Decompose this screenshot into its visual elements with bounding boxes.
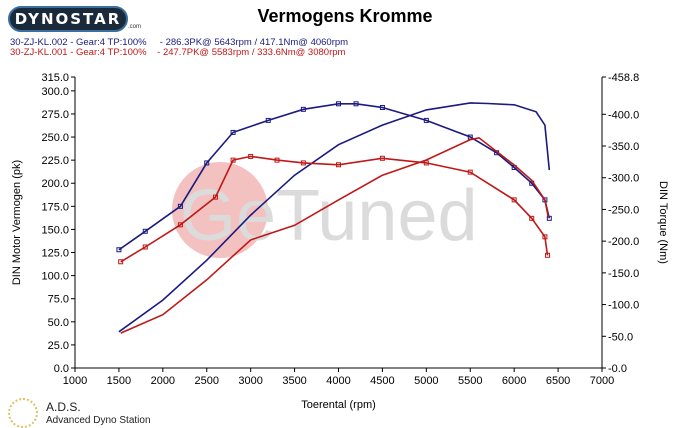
- y-tick-label: 275.0: [41, 109, 69, 121]
- data-point: [300, 106, 306, 112]
- chart-title: Vermogens Kromme: [257, 6, 433, 26]
- legend-run-summary: - 286.3PK@ 5643rpm / 417.1Nm@ 4060rpm: [159, 37, 349, 48]
- series-line-1: [118, 102, 551, 333]
- x-tick-label: 1500: [107, 375, 131, 387]
- x-axis-label: Toerental (rpm): [301, 399, 376, 411]
- y-tick-label: 315.0: [41, 72, 69, 84]
- data-point: [379, 155, 385, 161]
- legend-run-summary: - 247.7PK@ 5583rpm / 333.6Nm@ 3080rpm: [157, 47, 346, 58]
- y2-tick-label: -400.0: [608, 109, 639, 121]
- series-line-2: [120, 155, 549, 263]
- y-tick-label: 150.0: [41, 224, 69, 236]
- data-point: [177, 203, 183, 209]
- series-line-3: [120, 136, 550, 334]
- x-tick-label: 4000: [326, 375, 350, 387]
- data-point: [230, 157, 236, 163]
- y2-tick-label: -0.0: [608, 363, 627, 375]
- y-tick-label: 50.0: [48, 317, 69, 329]
- series-line-0: [118, 103, 551, 251]
- legend-run-2: 30-ZJ-KL.002 - Gear:4 TP:100% - 286.3PK@…: [10, 37, 348, 48]
- x-tick-label: 2500: [195, 375, 219, 387]
- x-tick-label: 6500: [546, 375, 570, 387]
- y-tick-label: 25.0: [48, 340, 69, 352]
- y2-tick-label: -458.8: [608, 72, 639, 84]
- x-tick-label: 5500: [458, 375, 482, 387]
- data-point: [265, 117, 271, 123]
- y2-tick-label: -300.0: [608, 173, 639, 185]
- footer-title: A.D.S.: [46, 400, 81, 414]
- y-tick-label: 0.0: [54, 363, 69, 375]
- data-point: [511, 197, 517, 203]
- data-point: [423, 160, 429, 166]
- data-point: [353, 101, 359, 107]
- x-tick-label: 5000: [414, 375, 438, 387]
- y-tick-label: 125.0: [41, 248, 69, 260]
- legend-run-label: 30-ZJ-KL.001 - Gear:4 TP:100%: [10, 47, 147, 58]
- x-tick-label: 6000: [502, 375, 526, 387]
- data-point: [379, 104, 385, 110]
- data-point: [529, 215, 535, 221]
- data-point: [142, 244, 148, 250]
- data-point: [546, 215, 552, 221]
- data-point: [423, 117, 429, 123]
- data-point: [213, 194, 219, 200]
- watermark-text: GeTuned: [180, 176, 478, 256]
- y-tick-label: 250.0: [41, 132, 69, 144]
- data-point: [204, 160, 210, 166]
- data-point: [542, 234, 548, 240]
- y2-tick-label: -100.0: [608, 300, 639, 312]
- x-tick-label: 4500: [370, 375, 394, 387]
- x-tick-label: 7000: [590, 375, 614, 387]
- y-tick-label: 75.0: [48, 294, 69, 306]
- y-axis-label: DIN Motor Vermogen (pk): [11, 160, 23, 285]
- x-tick-label: 1000: [63, 375, 87, 387]
- data-point: [545, 252, 551, 258]
- data-point: [336, 162, 341, 168]
- y2-tick-label: -250.0: [608, 204, 639, 216]
- y2-tick-label: -350.0: [608, 141, 639, 153]
- y-tick-label: 175.0: [41, 201, 69, 213]
- data-point: [336, 101, 341, 107]
- x-tick-label: 3000: [238, 375, 262, 387]
- data-point: [248, 153, 254, 159]
- data-point: [230, 129, 236, 135]
- data-point: [142, 228, 148, 234]
- legend-run-label: 30-ZJ-KL.002 - Gear:4 TP:100%: [10, 37, 147, 48]
- data-point: [274, 157, 280, 163]
- y2-tick-label: -200.0: [608, 236, 639, 248]
- y-tick-label: 300.0: [41, 86, 69, 98]
- ads-logo-icon: [8, 398, 38, 428]
- data-point: [467, 169, 473, 175]
- footer-subtitle: Advanced Dyno Station: [46, 415, 151, 426]
- x-tick-label: 3500: [282, 375, 306, 387]
- data-point: [177, 222, 183, 228]
- y-tick-label: 100.0: [41, 271, 69, 283]
- y2-tick-label: -50.0: [608, 331, 633, 343]
- x-tick-label: 2000: [151, 375, 175, 387]
- data-point: [300, 160, 306, 166]
- logo-sub: .com: [128, 24, 142, 30]
- dynostar-logo: DYNOSTAR: [8, 6, 128, 32]
- getuned-watermark: GeTuned: [172, 162, 478, 258]
- y2-axis-label: DIN Torque (Nm): [657, 181, 669, 264]
- data-point: [116, 247, 122, 253]
- y-tick-label: 225.0: [41, 155, 69, 167]
- data-point: [118, 259, 124, 265]
- y2-tick-label: -150.0: [608, 268, 639, 280]
- y-tick-label: 200.0: [41, 178, 69, 190]
- legend-run-1: 30-ZJ-KL.001 - Gear:4 TP:100% - 247.7PK@…: [10, 47, 345, 58]
